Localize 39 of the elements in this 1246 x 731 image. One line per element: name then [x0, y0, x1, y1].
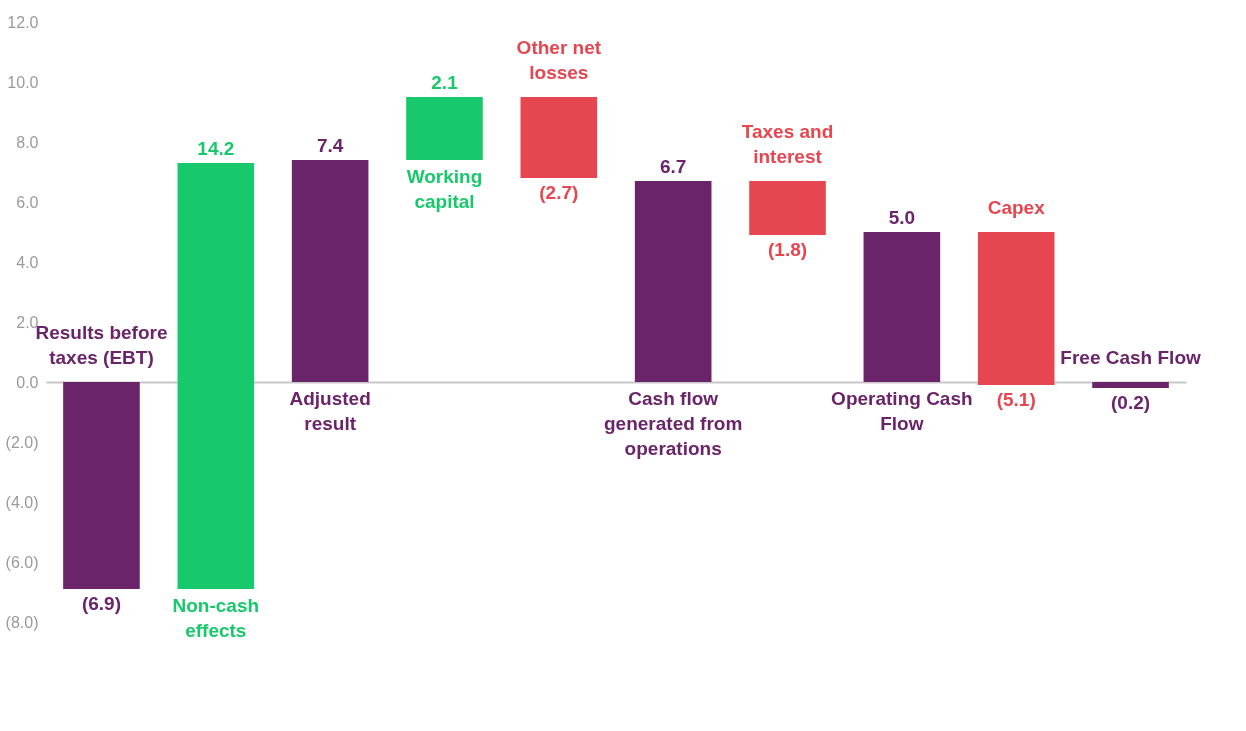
bar [749, 181, 826, 235]
bar [406, 97, 483, 160]
y-tick-label: (6.0) [5, 553, 39, 571]
data-label: 14.2 [197, 138, 235, 159]
bar [63, 382, 140, 589]
data-label: (2.7) [539, 182, 579, 203]
bar [634, 181, 712, 382]
y-tick-label: (2.0) [5, 433, 39, 451]
x-tick-label: Cash flow generated from operations [604, 388, 743, 459]
x-tick-label: Adjusted result [289, 388, 371, 434]
y-tick-label: (4.0) [5, 493, 39, 511]
bar [291, 160, 369, 382]
y-tick-label: 12.0 [7, 13, 39, 31]
y-tick-label: 6.0 [16, 193, 39, 211]
data-label: 6.7 [659, 156, 687, 177]
data-label: (1.8) [767, 239, 808, 260]
y-tick-label: 10.0 [7, 73, 39, 91]
x-tick-label: Taxes and interest [741, 121, 834, 167]
data-label: (6.9) [81, 593, 121, 614]
y-tick-label: 4.0 [16, 253, 39, 271]
y-tick-label: 0.0 [16, 373, 39, 391]
data-label: (5.1) [996, 389, 1036, 410]
bar [863, 232, 941, 382]
x-tick-label: Non-cash effects [172, 595, 260, 641]
bar [520, 97, 598, 178]
data-label: 7.4 [316, 135, 344, 156]
data-label: 2.1 [431, 72, 459, 93]
bar [1092, 382, 1169, 388]
x-tick-label: Operating Cash Flow [831, 388, 973, 434]
x-tick-label: Capex [987, 197, 1046, 218]
y-tick-label: (8.0) [5, 613, 39, 631]
x-tick-label: Other net losses [516, 37, 602, 83]
bar [177, 163, 255, 589]
x-tick-label: Free Cash Flow [1060, 347, 1201, 368]
bar [977, 232, 1055, 385]
data-label: (0.2) [1111, 392, 1151, 413]
data-label: 5.0 [888, 207, 916, 228]
x-tick-label: Working capital [406, 166, 483, 212]
y-tick-label: 8.0 [16, 133, 39, 151]
